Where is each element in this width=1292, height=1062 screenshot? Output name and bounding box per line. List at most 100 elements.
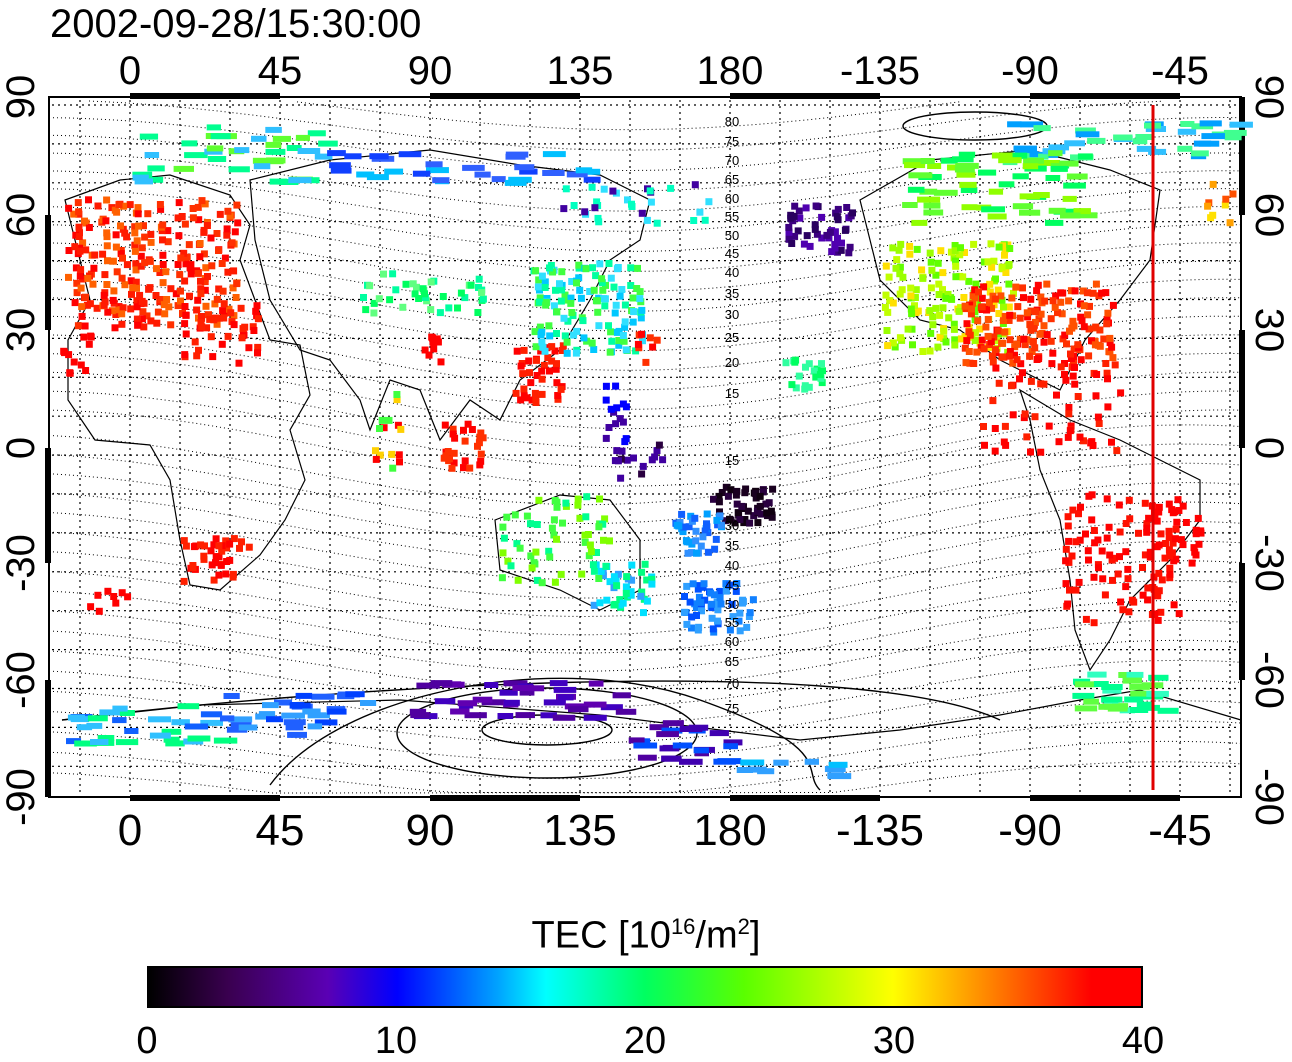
tec-data-cell <box>532 343 540 351</box>
tec-data-cell <box>753 507 761 515</box>
tec-data-cell <box>586 288 594 295</box>
mag-lat-contour <box>48 334 1242 410</box>
tec-data-cell <box>693 549 700 557</box>
tec-data-cell <box>380 424 388 432</box>
tec-data-cell <box>686 598 694 606</box>
tec-data-cell <box>1116 528 1124 536</box>
tec-data-cell <box>1135 134 1152 140</box>
mag-lat-contour <box>88 100 1162 151</box>
tec-data-cell <box>302 708 321 715</box>
tec-data-cell <box>212 559 219 567</box>
tec-data-cell <box>724 492 732 500</box>
tec-data-cell <box>989 397 997 405</box>
tec-data-cell <box>174 302 182 310</box>
tec-data-cell <box>896 270 904 278</box>
tec-data-cell <box>908 172 933 179</box>
tec-data-cell <box>1135 529 1142 537</box>
tec-data-cell <box>274 699 293 706</box>
tec-data-cell <box>947 248 955 256</box>
tec-data-cell <box>939 269 947 277</box>
tec-data-cell <box>1229 121 1253 128</box>
tec-data-cell <box>960 187 978 193</box>
tec-data-cell <box>955 307 963 315</box>
tec-data-cell <box>1072 538 1080 546</box>
tec-data-cell <box>389 270 397 278</box>
tec-data-cell <box>157 296 165 303</box>
map-frame <box>48 96 1242 798</box>
tec-data-cell <box>948 295 956 303</box>
tec-data-cell <box>219 287 227 295</box>
tec-data-cell <box>990 301 998 309</box>
tec-data-cell <box>178 213 186 220</box>
contour-label: 25 <box>725 330 739 345</box>
tec-data-cell <box>975 288 982 296</box>
tec-data-cell <box>616 292 624 300</box>
tec-data-cell <box>144 210 152 218</box>
tec-data-cell <box>1106 334 1114 342</box>
tec-data-cell <box>732 587 740 595</box>
tec-data-patches <box>60 120 1253 780</box>
tec-data-cell <box>574 501 582 509</box>
tec-data-cell <box>104 587 112 595</box>
tec-data-cell <box>235 359 243 367</box>
tec-data-cell <box>1064 522 1072 530</box>
tec-data-cell <box>988 352 996 360</box>
tec-data-cell <box>1070 322 1078 330</box>
tec-data-cell <box>75 208 83 216</box>
tec-data-cell <box>621 318 629 326</box>
tec-data-cell <box>238 334 246 342</box>
tec-data-cell <box>831 240 839 248</box>
tec-data-cell <box>1087 137 1106 144</box>
tec-data-cell <box>201 542 208 550</box>
tec-data-cell <box>117 222 124 230</box>
tec-data-cell <box>253 163 271 170</box>
tec-data-cell <box>602 396 610 404</box>
tec-data-cell <box>1115 501 1123 509</box>
tec-data-cell <box>908 310 916 318</box>
tec-data-cell <box>995 379 1003 387</box>
tec-data-cell <box>112 599 120 607</box>
tec-data-cell <box>595 575 603 582</box>
tec-data-cell <box>1090 527 1098 534</box>
tec-data-cell <box>1124 696 1144 703</box>
tec-data-cell <box>1113 447 1121 455</box>
tec-data-cell <box>818 360 825 368</box>
tec-data-cell <box>208 262 216 270</box>
tec-data-cell <box>545 547 553 555</box>
tec-data-cell <box>425 351 433 359</box>
tec-data-cell <box>1099 575 1107 583</box>
tec-data-cell <box>561 291 569 299</box>
tec-data-cell <box>477 450 485 458</box>
tec-data-cell <box>1036 160 1060 166</box>
tec-data-cell <box>1067 287 1075 295</box>
tec-data-cell <box>189 214 197 222</box>
tec-data-cell <box>450 459 458 467</box>
tec-data-cell <box>546 553 554 561</box>
tec-data-cell <box>228 716 253 723</box>
tec-data-cell <box>749 596 757 604</box>
tec-data-cell <box>699 533 707 541</box>
tec-data-cell <box>504 557 512 565</box>
tec-data-cell <box>614 457 622 465</box>
lat-label-left: -60 <box>0 651 43 709</box>
tec-data-cell <box>1033 125 1051 132</box>
tec-data-cell <box>1065 404 1073 411</box>
tec-data-cell <box>991 295 999 303</box>
tec-data-cell <box>1125 496 1133 504</box>
tec-data-cell <box>1021 410 1029 418</box>
tec-data-cell <box>1052 292 1060 300</box>
tec-data-cell <box>1177 145 1193 152</box>
tec-data-cell <box>689 580 697 588</box>
tec-data-cell <box>685 523 693 531</box>
tec-data-cell <box>1204 202 1212 210</box>
tec-data-cell <box>609 187 617 195</box>
tec-data-cell <box>629 294 637 302</box>
tec-data-cell <box>1070 359 1077 366</box>
tec-data-cell <box>187 270 195 278</box>
tec-data-cell <box>965 324 973 332</box>
tec-data-cell <box>1103 320 1111 328</box>
tec-data-cell <box>1030 325 1038 332</box>
tec-data-cell <box>120 202 128 210</box>
tec-data-cell <box>195 346 202 354</box>
tec-data-cell <box>392 286 400 294</box>
